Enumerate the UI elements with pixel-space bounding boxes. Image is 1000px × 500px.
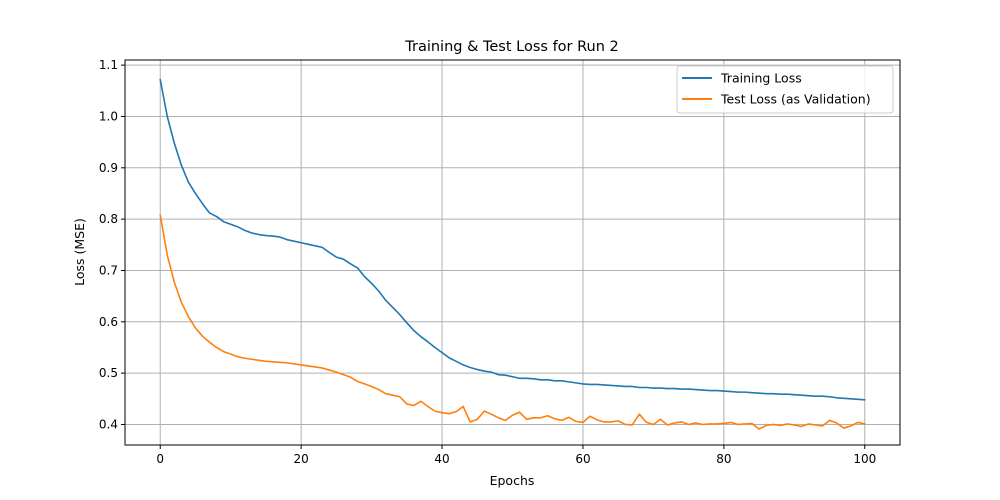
legend-box [676, 65, 894, 114]
x-tick-label: 80 [716, 452, 731, 466]
y-tick-label: 0.7 [99, 263, 118, 277]
y-tick-label: 0.9 [99, 161, 118, 175]
x-axis-label: Epochs [490, 473, 535, 488]
grid-lines [125, 60, 900, 445]
y-tick-label: 0.5 [99, 366, 118, 380]
series-line-test-loss-as-validation [159, 214, 866, 430]
x-tick-label: 60 [575, 452, 590, 466]
legend: Training Loss Test Loss (as Validation) [676, 65, 894, 114]
x-tick-label: 40 [434, 452, 449, 466]
x-tick-label: 20 [293, 452, 308, 466]
chart-title: Training & Test Loss for Run 2 [404, 39, 619, 55]
y-tick-label: 1.1 [99, 58, 118, 72]
x-tick-label: 100 [853, 452, 876, 466]
y-axis-label: Loss (MSE) [72, 218, 87, 286]
legend-label-test-loss: Test Loss (as Validation) [720, 92, 871, 107]
x-axis: 0 20 40 60 80 100 [156, 445, 876, 466]
y-axis: 0.4 0.5 0.6 0.7 0.8 0.9 1.0 1.1 [99, 58, 125, 431]
legend-label-training-loss: Training Loss [720, 71, 802, 86]
series-lines [159, 78, 866, 430]
series-line-training-loss [159, 78, 866, 401]
y-tick-label: 0.6 [99, 315, 118, 329]
y-tick-label: 0.8 [99, 212, 118, 226]
plot-frame [124, 59, 901, 446]
x-tick-label: 0 [156, 452, 164, 466]
y-tick-label: 1.0 [99, 109, 118, 123]
y-tick-label: 0.4 [99, 417, 118, 431]
